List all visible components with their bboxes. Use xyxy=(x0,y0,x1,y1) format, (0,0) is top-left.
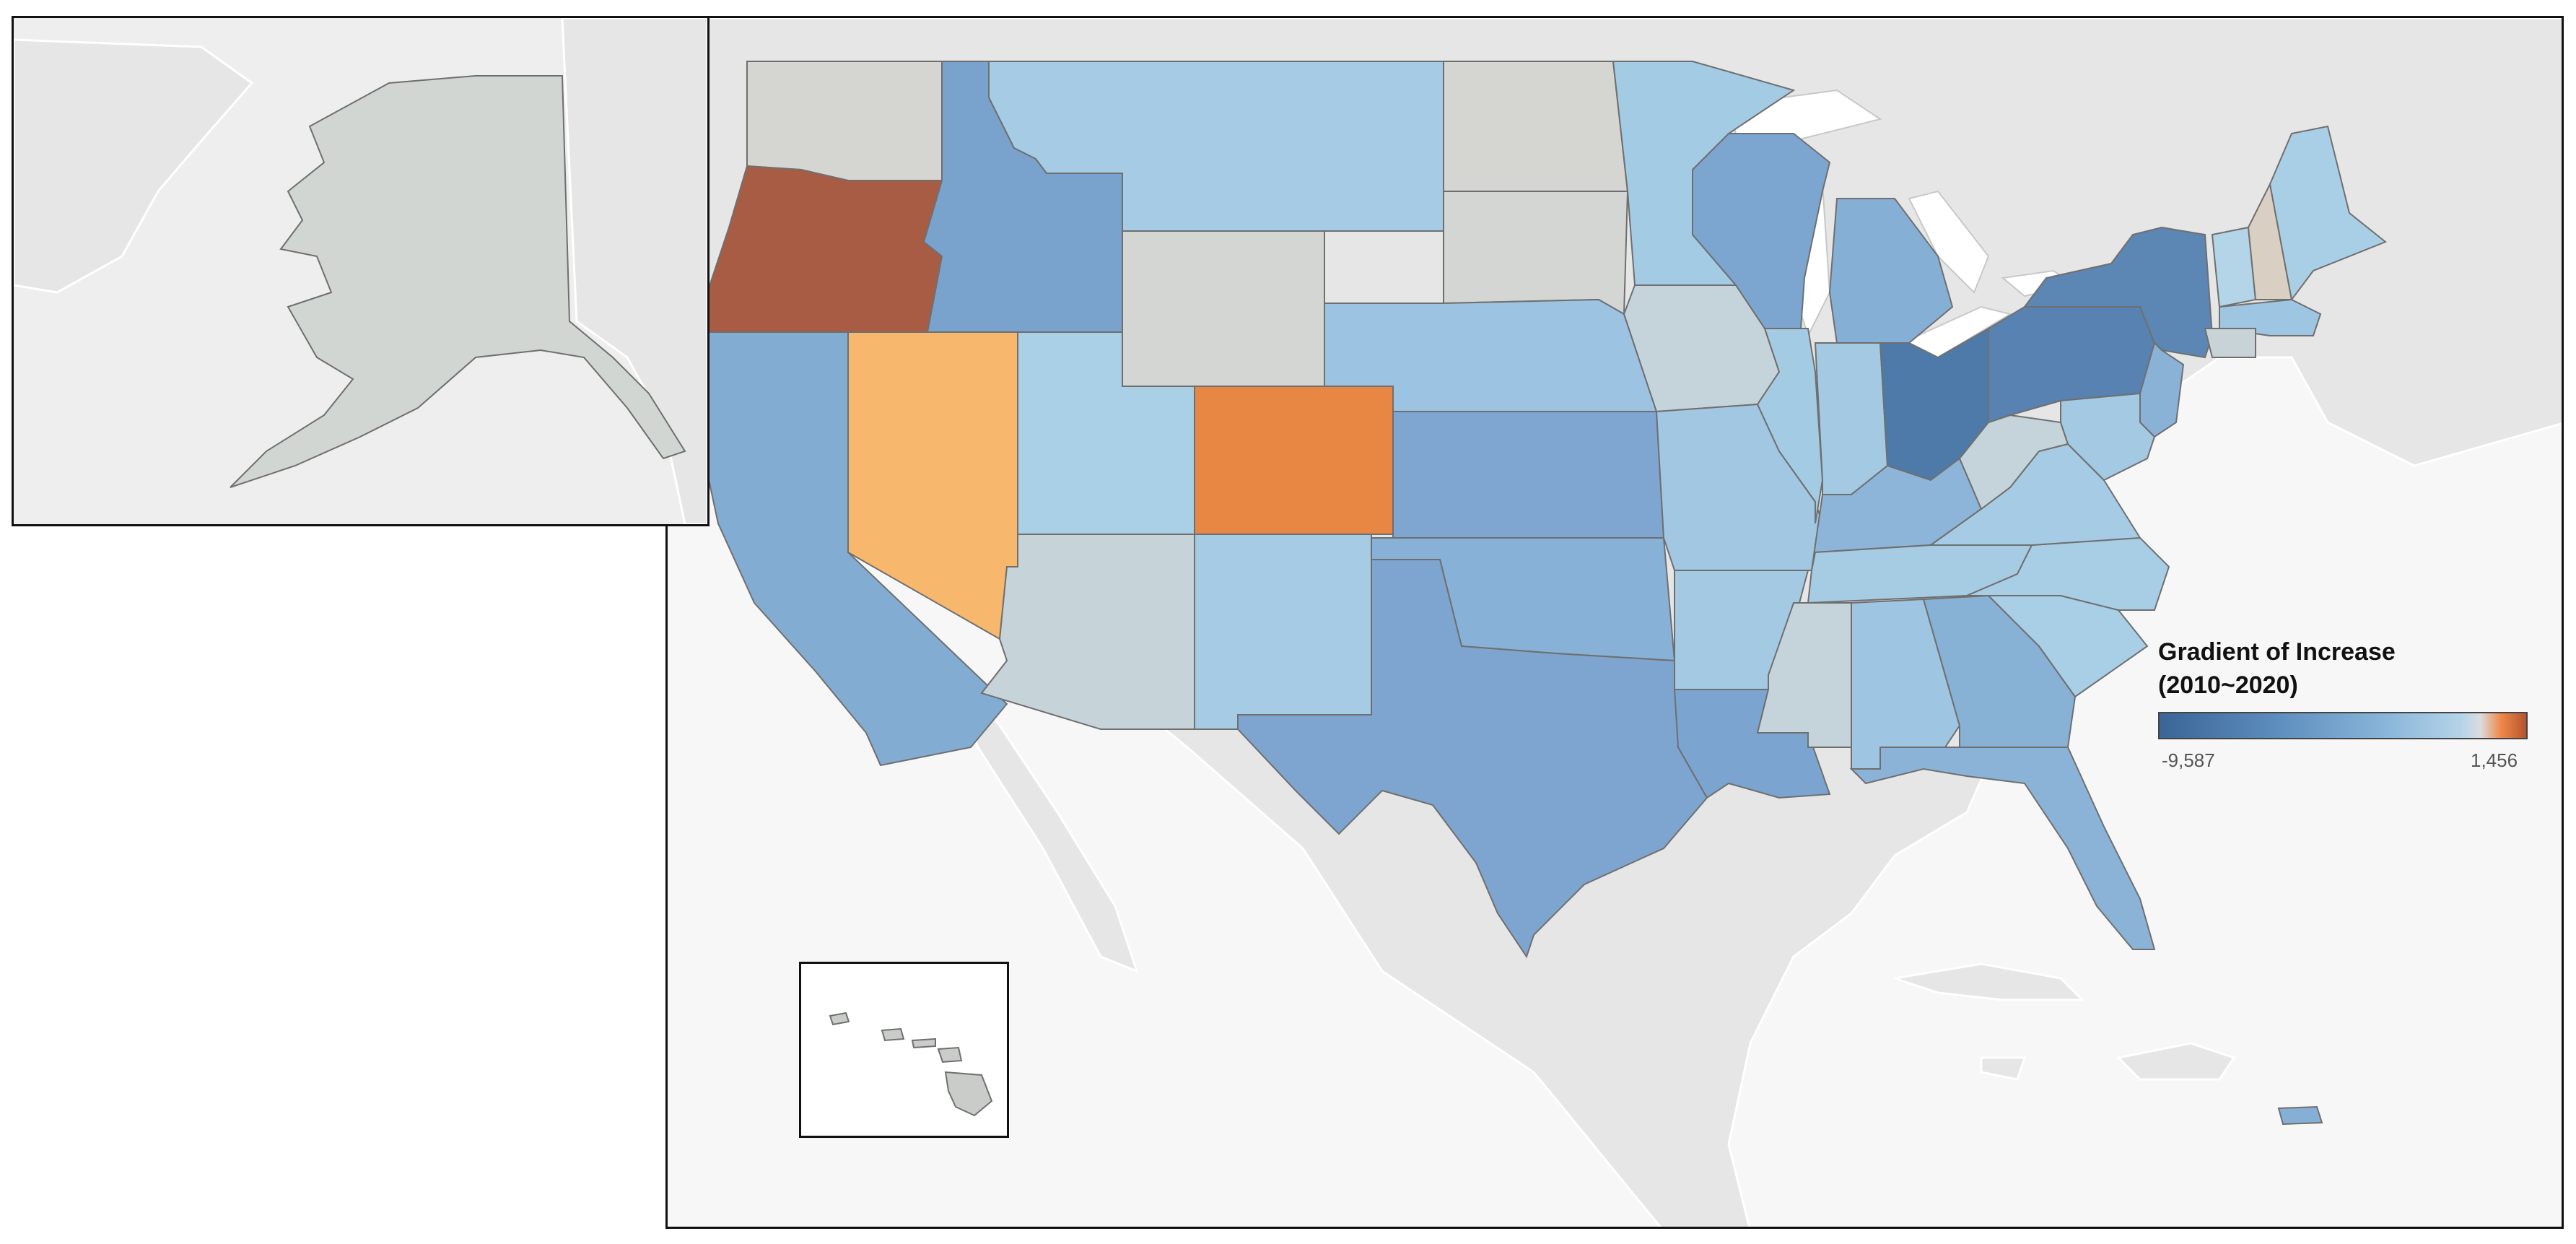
russia-land xyxy=(14,38,254,294)
state-maine[interactable] xyxy=(2269,125,2387,302)
state-hawaii-molokai[interactable] xyxy=(911,1038,936,1049)
state-kansas[interactable] xyxy=(1392,411,1665,539)
state-indiana[interactable] xyxy=(1814,342,1889,495)
legend-title-line2: (2010~2020) xyxy=(2158,671,2298,699)
state-michigan[interactable] xyxy=(1828,198,1954,344)
hispaniola xyxy=(2116,1042,2236,1081)
state-north-carolina[interactable] xyxy=(1966,536,2170,611)
alaska-inset-frame[interactable] xyxy=(12,16,710,526)
state-hawaii-oahu[interactable] xyxy=(881,1027,905,1042)
lake-huron xyxy=(1908,190,1990,294)
alaska-inset-svg[interactable] xyxy=(14,18,707,524)
cuba xyxy=(1894,962,2085,1001)
legend-gradient-bar xyxy=(2158,712,2528,739)
state-colorado[interactable] xyxy=(1194,386,1394,535)
state-hawaii-maui[interactable] xyxy=(937,1046,963,1064)
us-map-svg[interactable] xyxy=(668,18,2564,1229)
state-maryland[interactable] xyxy=(2060,392,2156,482)
state-washington[interactable] xyxy=(746,61,943,181)
state-wisconsin[interactable] xyxy=(1692,133,1831,329)
state-wyoming[interactable] xyxy=(1122,230,1325,387)
legend-title: Gradient of Increase (2010~2020) xyxy=(2158,635,2533,702)
state-illinois[interactable] xyxy=(1756,328,1824,524)
legend-max-label: 1,456 xyxy=(2471,749,2518,771)
legend-title-line1: Gradient of Increase xyxy=(2158,638,2396,666)
hawaii-inset-frame[interactable] xyxy=(799,962,1009,1138)
state-connecticut[interactable] xyxy=(2204,328,2256,358)
state-hawaii-kauai[interactable] xyxy=(829,1012,850,1026)
state-new-mexico[interactable] xyxy=(1194,534,1372,730)
state-new-york[interactable] xyxy=(2023,226,2214,359)
baja-california xyxy=(940,653,1139,973)
hawaii-inset-svg[interactable] xyxy=(801,964,1007,1136)
state-alaska[interactable] xyxy=(230,75,686,488)
state-oregon[interactable] xyxy=(707,165,943,333)
jamaica xyxy=(1980,1056,2027,1081)
state-hawaii-big-island[interactable] xyxy=(944,1071,993,1117)
state-puerto-rico[interactable] xyxy=(2277,1105,2323,1126)
legend-min-label: -9,587 xyxy=(2162,749,2215,771)
state-north-dakota[interactable] xyxy=(1443,61,1629,192)
state-texas[interactable] xyxy=(1237,559,1708,959)
canada-land xyxy=(561,18,707,524)
states[interactable] xyxy=(695,61,2387,1126)
state-south-dakota[interactable] xyxy=(1443,191,1629,316)
color-legend: Gradient of Increase (2010~2020) xyxy=(2158,635,2533,739)
state-florida[interactable] xyxy=(1849,747,2156,950)
